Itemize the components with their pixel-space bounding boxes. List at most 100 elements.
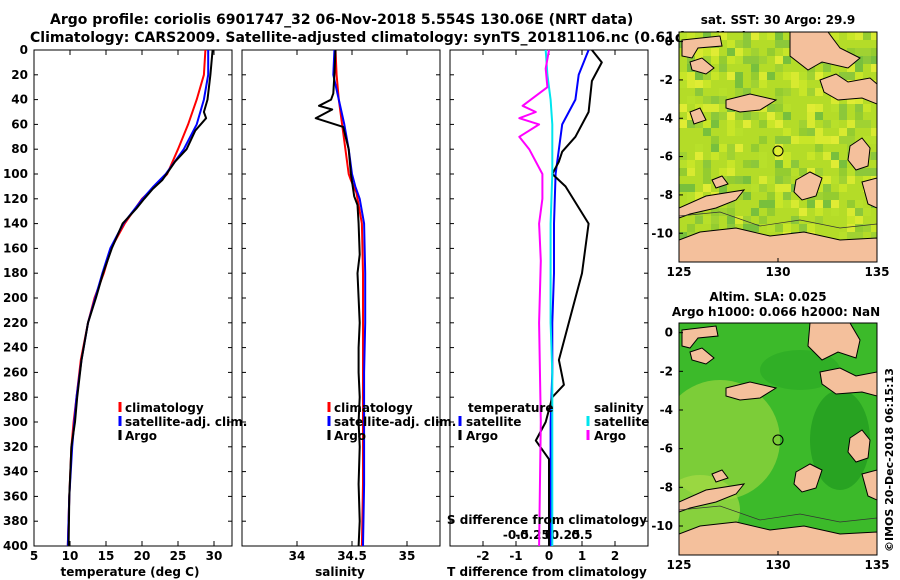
land-sula [689,347,715,365]
sst-cell [831,136,839,144]
depth-axis: 0 20 40 60 80 100 120 140 160 180 200 220 240 260 280 3… [3,43,648,553]
sst-cell [703,104,711,112]
depth-tick-label: 380 [3,514,28,528]
land-sulawesi-arm [681,35,723,59]
land-buru-small [689,107,707,125]
x-tick-label: 1 [578,549,586,563]
sst-cell [711,72,719,80]
map-x-tick-label: 135 [864,265,889,279]
sst-cell [847,120,855,128]
sst-cell [687,168,695,176]
x-tick-label: 10 [62,549,79,563]
sst-cell [703,120,711,128]
sst-cell [775,176,783,184]
sst-cell [799,168,807,176]
sst-cell [775,96,783,104]
sst-cell [855,232,863,240]
sst-cell [767,32,775,40]
sst-cell [687,80,695,88]
sst-cell [871,232,877,240]
sst-cell [871,168,877,176]
temperature-series [66,49,214,547]
sst-cell [743,32,751,40]
temperature-xlabel: temperature (deg C) [61,565,200,579]
sst-cell [767,112,775,120]
map-x-tick-label: 130 [765,558,790,572]
land-seram [725,93,778,113]
sst-cell [679,104,687,112]
sst-cell [847,200,855,208]
sst-cell [703,184,711,192]
sst-cell [783,128,791,136]
sst-cell [783,224,791,232]
depth-tick-label: 300 [3,415,28,429]
series-line-satellite-adj-clim- [332,49,367,547]
sst-cell [775,104,783,112]
map-y-tick-label: -6 [660,150,673,164]
sst-cell [743,216,751,224]
sst-cell [703,80,711,88]
sst-cell [727,224,735,232]
sst-cell [871,152,877,160]
sst-cell [871,136,877,144]
sst-cell [703,48,711,56]
map-x-tick-label: 135 [864,558,889,572]
land-australia-north [679,521,877,555]
salinity-series [314,49,367,547]
sst-cell [847,176,855,184]
sst-cell [767,176,775,184]
sst-cell [751,80,759,88]
sst-cell [791,200,799,208]
sst-cell [775,160,783,168]
map-x-tick-label: 130 [765,265,790,279]
map-y-tick-label: -10 [651,226,673,240]
depth-tick-label: 60 [11,117,28,131]
sst-cell [807,128,815,136]
sst-cell [863,208,871,216]
sst-cell [871,224,877,232]
sst-cell [775,200,783,208]
sst-cell [735,112,743,120]
sst-cell [687,56,695,64]
sst-cell [783,168,791,176]
sst-cell [735,56,743,64]
sst-cell [791,160,799,168]
sst-cell [783,152,791,160]
sst-cell [871,48,877,56]
sst-cell [719,88,727,96]
legend-label-s-satellite: satellite [594,415,649,429]
sst-cell [743,176,751,184]
sst-cell [687,32,695,40]
legend-label-t-satellite: satellite [466,415,521,429]
sst-cell [815,216,823,224]
sst-cell [799,88,807,96]
sst-cell [799,136,807,144]
sst-cell [711,112,719,120]
sst-cell [831,208,839,216]
sst-cell [775,184,783,192]
land-sulawesi-arm [681,325,719,349]
sst-cell [711,136,719,144]
sst-cell [759,32,767,40]
sst-cell [863,48,871,56]
sst-cell [679,120,687,128]
sst-cell [751,64,759,72]
sst-cell [759,200,767,208]
sla-map-title-1: Altim. SLA: 0.025 [709,290,826,304]
sst-cell [759,152,767,160]
land-tanimbar [793,171,823,201]
depth-tick-label: 340 [3,465,28,479]
sst-cell [727,72,735,80]
sst-cell [831,192,839,200]
sla-landmasses [679,323,877,555]
sst-cell [855,216,863,224]
x-tick-label: 15 [98,549,115,563]
sst-cell [743,224,751,232]
x-tick-label: -1 [509,549,522,563]
sst-cell [751,184,759,192]
sst-cell [855,72,863,80]
series-line-argo [67,49,214,547]
sst-cell [687,224,695,232]
sst-cell [831,200,839,208]
